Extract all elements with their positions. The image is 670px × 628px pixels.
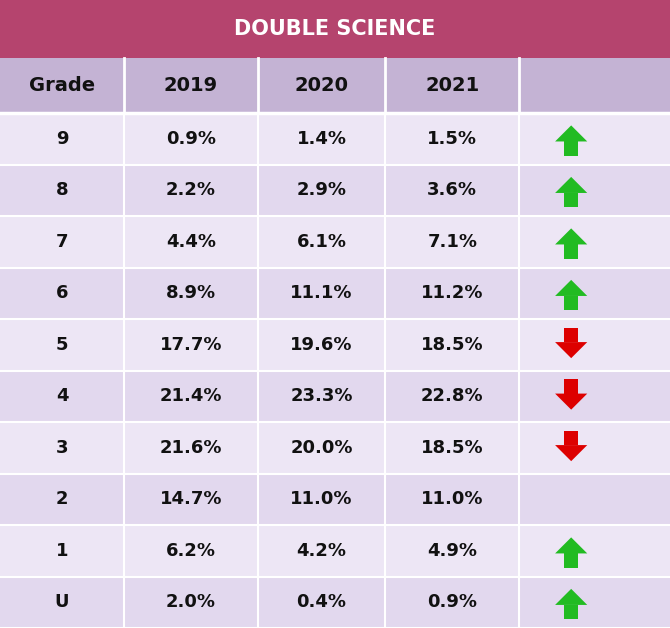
- Bar: [0, 268, 670, 319]
- Polygon shape: [555, 589, 587, 605]
- Text: 11.0%: 11.0%: [290, 490, 353, 508]
- Text: 3.6%: 3.6%: [427, 181, 477, 199]
- Text: 2019: 2019: [164, 76, 218, 95]
- Text: 0.9%: 0.9%: [166, 130, 216, 148]
- Bar: [0, 58, 670, 113]
- Text: 2.2%: 2.2%: [166, 181, 216, 199]
- Text: 0.4%: 0.4%: [297, 593, 346, 611]
- Text: 2020: 2020: [295, 76, 348, 95]
- Text: 6: 6: [56, 284, 68, 302]
- Polygon shape: [564, 379, 578, 394]
- Text: 3: 3: [56, 439, 68, 457]
- Bar: [0, 525, 670, 577]
- Polygon shape: [555, 280, 587, 296]
- Polygon shape: [564, 431, 578, 445]
- Text: Grade: Grade: [29, 76, 95, 95]
- Text: 1.4%: 1.4%: [297, 130, 346, 148]
- Text: 18.5%: 18.5%: [421, 336, 484, 354]
- Text: 2.0%: 2.0%: [166, 593, 216, 611]
- Polygon shape: [555, 229, 587, 244]
- Text: 11.0%: 11.0%: [421, 490, 484, 508]
- Text: 22.8%: 22.8%: [421, 387, 484, 405]
- Text: U: U: [55, 593, 69, 611]
- Bar: [0, 165, 670, 216]
- Text: 5: 5: [56, 336, 68, 354]
- Polygon shape: [564, 141, 578, 156]
- Text: 21.6%: 21.6%: [159, 439, 222, 457]
- Polygon shape: [564, 605, 578, 619]
- Polygon shape: [555, 342, 587, 358]
- Bar: [0, 319, 670, 371]
- Text: 20.0%: 20.0%: [290, 439, 353, 457]
- Bar: [0, 216, 670, 268]
- Text: 17.7%: 17.7%: [159, 336, 222, 354]
- Text: 6.1%: 6.1%: [297, 233, 346, 251]
- Bar: [0, 371, 670, 422]
- Text: 8: 8: [56, 181, 68, 199]
- Text: 4.2%: 4.2%: [297, 542, 346, 560]
- Text: 2: 2: [56, 490, 68, 508]
- Text: 2.9%: 2.9%: [297, 181, 346, 199]
- Text: 11.2%: 11.2%: [421, 284, 484, 302]
- Polygon shape: [564, 193, 578, 207]
- Text: 18.5%: 18.5%: [421, 439, 484, 457]
- Bar: [0, 0, 670, 58]
- Text: 19.6%: 19.6%: [290, 336, 353, 354]
- Polygon shape: [555, 394, 587, 409]
- Text: 1: 1: [56, 542, 68, 560]
- Text: 21.4%: 21.4%: [159, 387, 222, 405]
- Text: 11.1%: 11.1%: [290, 284, 353, 302]
- Polygon shape: [564, 296, 578, 310]
- Bar: [0, 113, 670, 165]
- Polygon shape: [564, 244, 578, 259]
- Text: 4.9%: 4.9%: [427, 542, 477, 560]
- Text: 4.4%: 4.4%: [166, 233, 216, 251]
- Polygon shape: [564, 553, 578, 568]
- Polygon shape: [564, 328, 578, 342]
- Text: 7.1%: 7.1%: [427, 233, 477, 251]
- Polygon shape: [555, 538, 587, 553]
- Polygon shape: [555, 445, 587, 461]
- Text: DOUBLE SCIENCE: DOUBLE SCIENCE: [234, 19, 436, 39]
- Bar: [0, 474, 670, 525]
- Text: 4: 4: [56, 387, 68, 405]
- Text: 7: 7: [56, 233, 68, 251]
- Text: 6.2%: 6.2%: [166, 542, 216, 560]
- Polygon shape: [555, 126, 587, 141]
- Text: 23.3%: 23.3%: [290, 387, 353, 405]
- Text: 2021: 2021: [425, 76, 479, 95]
- Bar: [0, 422, 670, 474]
- Text: 8.9%: 8.9%: [166, 284, 216, 302]
- Text: 0.9%: 0.9%: [427, 593, 477, 611]
- Bar: [0, 577, 670, 628]
- Polygon shape: [555, 177, 587, 193]
- Text: 9: 9: [56, 130, 68, 148]
- Text: 1.5%: 1.5%: [427, 130, 477, 148]
- Text: 14.7%: 14.7%: [159, 490, 222, 508]
